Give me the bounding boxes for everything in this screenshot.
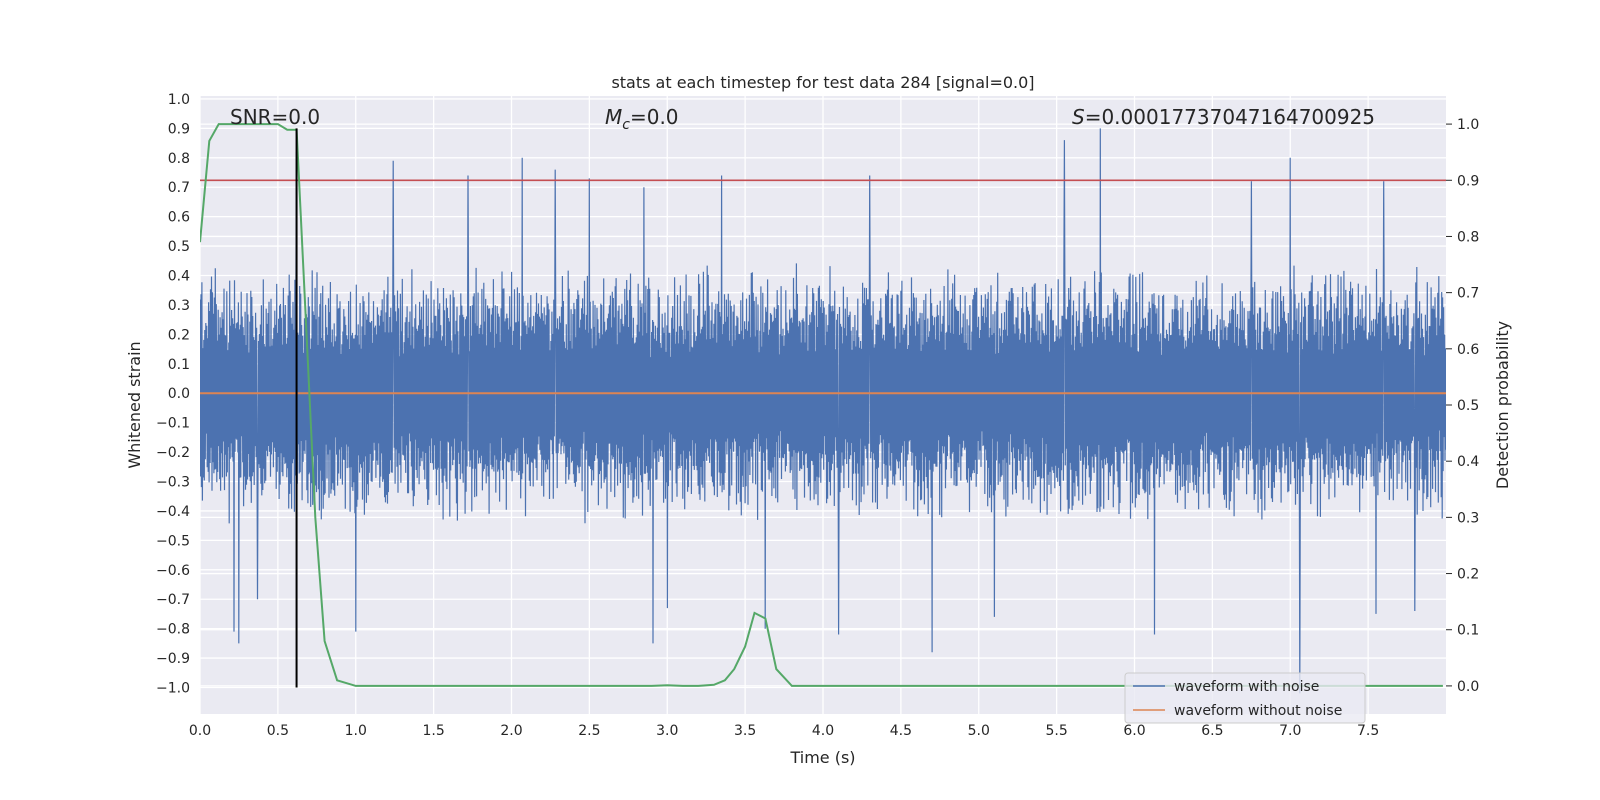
- y-left-tick-label: 0.6: [168, 210, 190, 226]
- y-left-tick-label: −0.4: [156, 504, 190, 520]
- legend: waveform with noise waveform without noi…: [1124, 672, 1366, 724]
- y-left-tick-labels: 1.0 0.9 0.8 0.7 0.6 0.5 0.4 0.3 0.2 0.1 0.0 −0.1 −0.…: [156, 92, 190, 697]
- y-left-tick-label: 0.3: [168, 298, 190, 314]
- y-left-tick-label: −0.3: [156, 475, 190, 491]
- x-tick-labels: 0.0 0.5 1.0 1.5 2.0 2.5 3.0 3.5 4.0 4.5 5.0 5.5 6.0 6…: [189, 723, 1379, 739]
- mc-value: =0.0: [630, 105, 679, 129]
- x-tick-label: 7.5: [1357, 723, 1379, 739]
- x-tick-label: 6.0: [1123, 723, 1145, 739]
- snr-annotation: SNR=0.0: [230, 105, 320, 129]
- y-left-tick-label: −0.8: [156, 622, 190, 638]
- y-right-tick-label: 0.5: [1457, 398, 1479, 414]
- mc-subscript: c: [622, 117, 630, 133]
- x-axis-label: Time (s): [789, 748, 855, 767]
- x-tick-label: 5.0: [968, 723, 990, 739]
- x-tick-label: 3.0: [656, 723, 678, 739]
- x-tick-label: 2.5: [578, 723, 600, 739]
- y-left-tick-label: 0.0: [168, 386, 190, 402]
- y-right-tick-label: 0.8: [1457, 229, 1479, 245]
- s-symbol: S: [1072, 105, 1085, 129]
- y-left-tick-label: 0.8: [168, 151, 190, 167]
- y-left-tick-label: 0.2: [168, 327, 190, 343]
- y-right-tick-label: 0.4: [1457, 454, 1479, 470]
- x-tick-label: 4.0: [812, 723, 834, 739]
- y-left-tick-label: 0.1: [168, 357, 190, 373]
- series-waveform-with-noise: [200, 128, 1446, 694]
- y-left-tick-label: −0.5: [156, 533, 190, 549]
- y-right-tick-labels: 1.0 0.9 0.8 0.7 0.6 0.5 0.4 0.3 0.2 0.1 0.0: [1446, 117, 1479, 695]
- y-left-tick-label: 0.4: [168, 269, 190, 285]
- y-left-tick-label: 0.9: [168, 121, 190, 137]
- x-tick-label: 7.0: [1279, 723, 1301, 739]
- y-left-tick-label: 1.0: [168, 92, 190, 108]
- y-left-tick-label: −0.9: [156, 651, 190, 667]
- legend-label-clean: waveform without noise: [1174, 703, 1342, 719]
- y-right-axis-label: Detection probability: [1493, 321, 1512, 489]
- y-right-tick-label: 0.6: [1457, 342, 1479, 358]
- x-tick-label: 0.5: [267, 723, 289, 739]
- y-left-tick-label: −0.1: [156, 416, 190, 432]
- y-left-axis-label: Whitened strain: [125, 341, 144, 468]
- x-tick-label: 4.5: [890, 723, 912, 739]
- series-layer: [200, 123, 1446, 694]
- mc-symbol: M: [605, 105, 622, 129]
- y-right-tick-label: 0.2: [1457, 567, 1479, 583]
- s-annotation: S=0.00017737047164700925: [1072, 105, 1375, 129]
- y-left-tick-label: 0.7: [168, 180, 190, 196]
- x-tick-label: 1.5: [422, 723, 444, 739]
- y-right-tick-label: 0.0: [1457, 679, 1479, 695]
- series-detection-probability: [200, 123, 1443, 687]
- s-value: =0.00017737047164700925: [1085, 105, 1375, 129]
- y-right-tick-label: 0.9: [1457, 173, 1479, 189]
- x-tick-label: 2.0: [500, 723, 522, 739]
- legend-label-noise: waveform with noise: [1174, 679, 1319, 695]
- chart-title: stats at each timestep for test data 284…: [611, 73, 1034, 92]
- x-tick-label: 0.0: [189, 723, 211, 739]
- mc-annotation: Mc=0.0: [605, 105, 679, 133]
- legend-box: [1124, 672, 1366, 724]
- x-tick-label: 1.0: [345, 723, 367, 739]
- y-left-tick-label: 0.5: [168, 239, 190, 255]
- y-left-tick-label: −1.0: [156, 681, 190, 697]
- y-left-tick-label: −0.6: [156, 563, 190, 579]
- y-right-tick-label: 1.0: [1457, 117, 1479, 133]
- y-right-tick-label: 0.7: [1457, 286, 1479, 302]
- x-tick-label: 5.5: [1045, 723, 1067, 739]
- x-tick-label: 3.5: [734, 723, 756, 739]
- y-left-tick-label: −0.2: [156, 445, 190, 461]
- y-left-tick-label: −0.7: [156, 592, 190, 608]
- x-tick-label: 6.5: [1201, 723, 1223, 739]
- y-right-tick-label: 0.3: [1457, 510, 1479, 526]
- y-right-tick-label: 0.1: [1457, 623, 1479, 639]
